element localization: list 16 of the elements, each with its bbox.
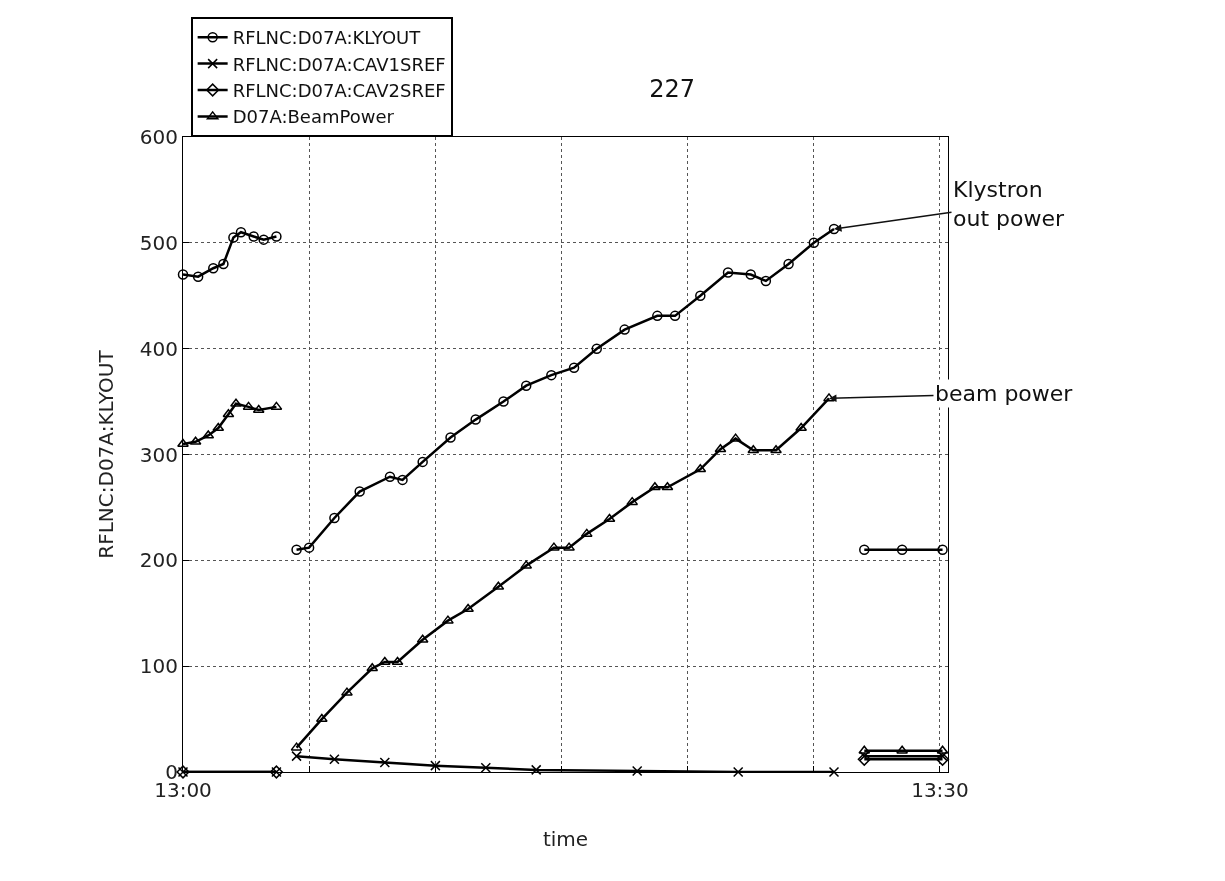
legend-label: RFLNC:D07A:KLYOUT bbox=[232, 27, 422, 49]
annotation: beam power bbox=[935, 381, 1074, 406]
x-axis-title: time bbox=[542, 826, 589, 851]
y-tick-label: 100 bbox=[139, 654, 178, 679]
y-tick-label: 300 bbox=[139, 442, 178, 467]
y-tick-label: 500 bbox=[139, 230, 178, 255]
legend-label: RFLNC:D07A:CAV1SREF bbox=[232, 53, 446, 75]
y-tick-label: 400 bbox=[139, 336, 178, 361]
y-axis-title: RFLNC:D07A:KLYOUT bbox=[94, 349, 119, 559]
legend-label: D07A:BeamPower bbox=[232, 106, 395, 128]
y-tick-label: 200 bbox=[139, 548, 178, 573]
legend-label: RFLNC:D07A:CAV2SREF bbox=[232, 80, 446, 102]
chart-title: 227 bbox=[649, 74, 696, 103]
annotation: Klystron out power bbox=[953, 177, 1065, 231]
x-tick-label: 13:30 bbox=[911, 778, 969, 803]
y-tick-label: 600 bbox=[139, 125, 178, 149]
